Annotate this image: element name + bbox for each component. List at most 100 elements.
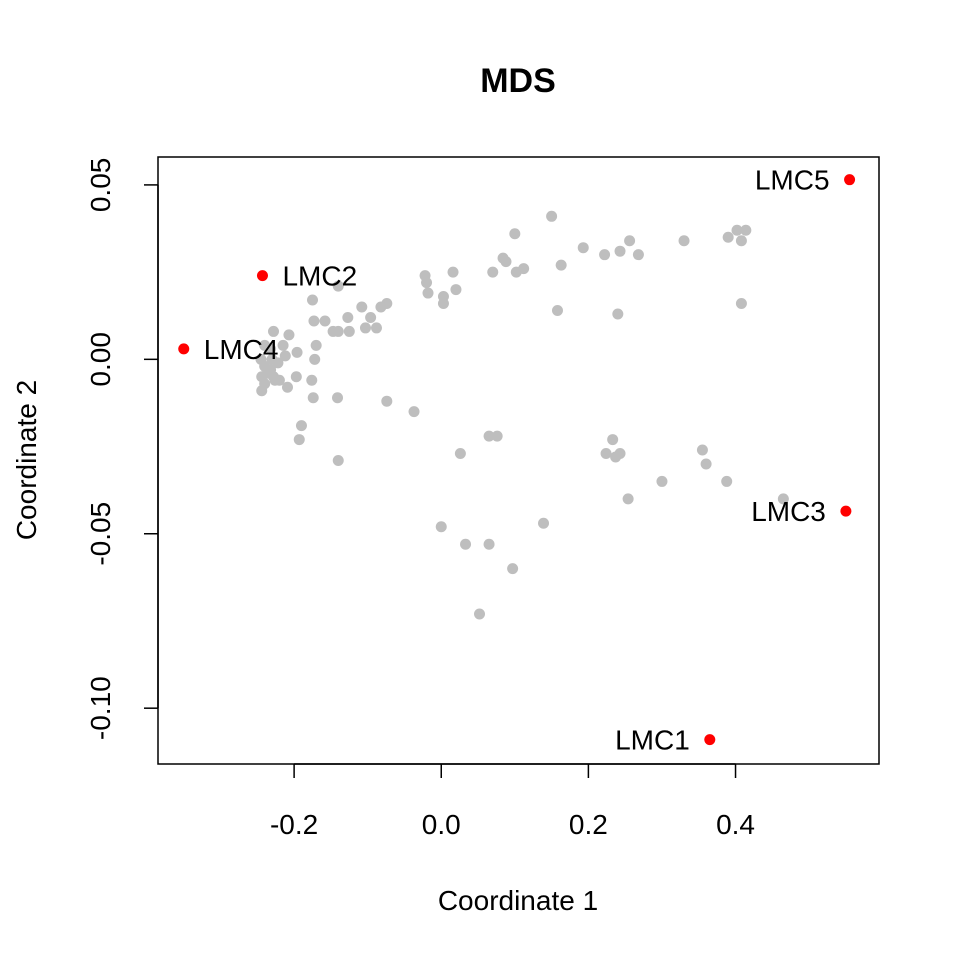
background-point — [507, 563, 519, 575]
background-point — [307, 392, 319, 404]
background-point — [454, 448, 466, 460]
point-label: LMC5 — [755, 165, 830, 196]
background-point — [293, 434, 305, 446]
highlighted-points: LMC1 LMC2 LMC3 LMC4 LMC5 — [178, 165, 856, 756]
y-tick-label: -0.10 — [85, 676, 116, 740]
background-point — [281, 381, 293, 393]
x-axis-label: Coordinate 1 — [438, 885, 598, 916]
background-point — [577, 242, 589, 254]
background-point — [500, 256, 512, 268]
background-point — [546, 210, 558, 222]
background-point — [509, 228, 521, 240]
x-axis: -0.2 0.0 0.2 0.4 — [270, 763, 755, 840]
background-point — [277, 339, 289, 351]
background-point — [332, 280, 344, 292]
background-point — [279, 350, 291, 362]
highlighted-point — [704, 734, 716, 746]
background-point — [307, 294, 318, 306]
background-point — [306, 374, 318, 386]
background-point — [735, 235, 747, 247]
background-point — [538, 517, 550, 529]
background-point — [656, 475, 668, 487]
background-point — [308, 315, 320, 327]
background-point — [487, 266, 499, 278]
background-point — [622, 493, 634, 505]
y-axis: -0.10 -0.05 0.00 0.05 — [85, 158, 159, 740]
background-point — [343, 325, 355, 337]
background-point — [381, 395, 393, 407]
background-point — [422, 287, 434, 299]
chart-title: MDS — [480, 62, 556, 100]
background-point — [735, 298, 747, 310]
background-point — [291, 346, 303, 358]
y-axis-label: Coordinate 2 — [11, 380, 42, 540]
highlighted-point — [844, 174, 856, 186]
background-point — [491, 430, 503, 442]
background-point — [721, 475, 733, 487]
background-point — [256, 385, 268, 397]
background-point — [612, 308, 624, 320]
background-point — [310, 339, 322, 351]
background-point — [614, 448, 626, 460]
background-point — [437, 298, 449, 310]
background-point — [332, 455, 344, 466]
point-label: LMC1 — [615, 725, 690, 756]
background-point — [722, 231, 734, 243]
background-point — [600, 448, 612, 460]
background-point — [290, 371, 302, 383]
highlighted-point — [256, 270, 268, 282]
background-point — [450, 284, 462, 296]
background-point — [332, 325, 344, 337]
background-point — [518, 263, 530, 275]
background-point — [332, 392, 344, 404]
background-point — [371, 322, 383, 334]
background-point — [777, 493, 789, 505]
y-tick-label: 0.05 — [85, 158, 116, 213]
background-point — [551, 304, 563, 316]
background-point — [731, 224, 743, 236]
x-tick-label: -0.2 — [270, 809, 318, 840]
background-point — [447, 266, 459, 278]
point-label: LMC3 — [751, 496, 826, 527]
background-point — [614, 245, 626, 257]
background-points — [255, 210, 789, 620]
background-point — [295, 420, 307, 432]
background-point — [269, 374, 281, 386]
background-point — [365, 311, 377, 323]
background-point — [696, 444, 708, 456]
background-point — [319, 315, 331, 327]
background-point — [632, 249, 644, 261]
point-label: LMC2 — [282, 261, 357, 292]
background-point — [555, 259, 567, 271]
point-label: LMC4 — [204, 334, 279, 365]
background-point — [678, 235, 690, 247]
background-point — [408, 406, 420, 418]
y-tick-label: 0.00 — [85, 332, 116, 387]
y-tick-label: -0.05 — [85, 502, 116, 566]
background-point — [375, 301, 387, 313]
background-point — [599, 249, 611, 261]
background-point — [268, 325, 280, 337]
background-point — [283, 329, 295, 341]
background-point — [265, 343, 277, 355]
background-point — [359, 322, 371, 334]
x-tick-label: 0.4 — [716, 809, 755, 840]
highlighted-point — [178, 343, 190, 355]
plot-frame — [157, 156, 880, 765]
background-point — [700, 458, 712, 470]
background-point — [272, 357, 284, 369]
x-tick-label: 0.2 — [569, 809, 608, 840]
background-point — [460, 538, 472, 550]
background-point — [356, 301, 368, 313]
x-tick-label: 0.0 — [422, 809, 461, 840]
background-point — [435, 521, 447, 533]
background-point — [483, 538, 495, 550]
background-point — [342, 311, 354, 323]
background-point — [474, 608, 486, 620]
background-point — [740, 224, 752, 236]
highlighted-point — [840, 505, 852, 517]
background-point — [624, 235, 636, 247]
background-point — [309, 353, 321, 365]
background-point — [421, 277, 433, 289]
